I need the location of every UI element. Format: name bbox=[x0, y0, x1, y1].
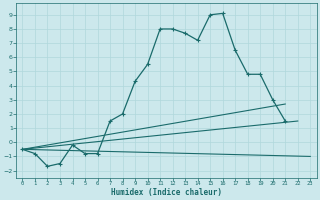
X-axis label: Humidex (Indice chaleur): Humidex (Indice chaleur) bbox=[111, 188, 222, 197]
